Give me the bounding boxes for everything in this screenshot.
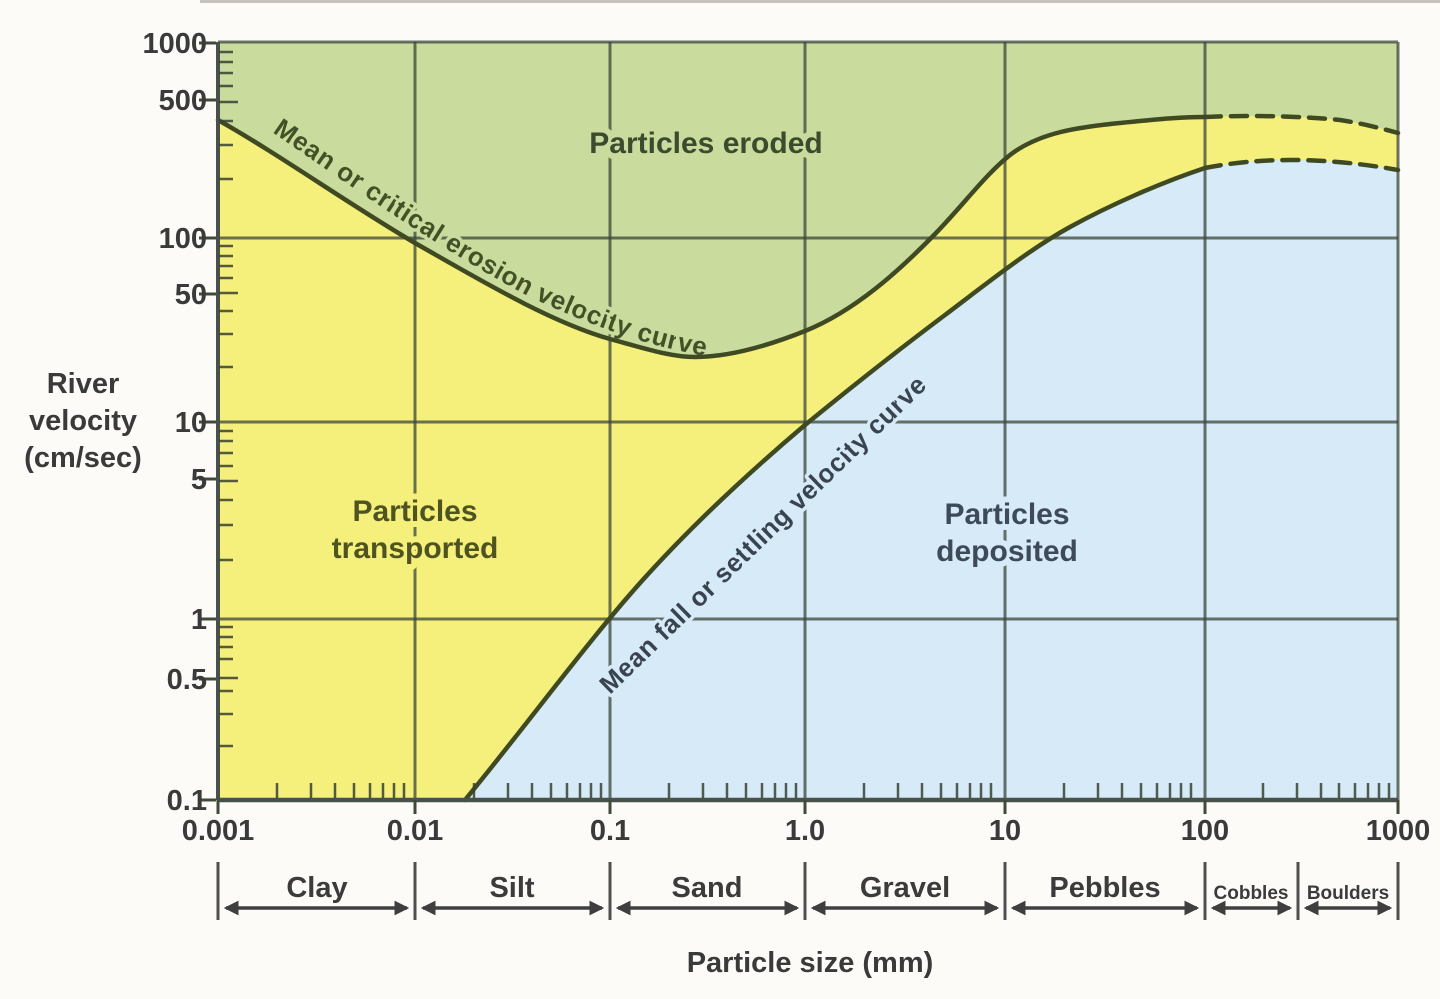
y-axis-title-line3: (cm/sec) [24, 442, 142, 474]
size-class-boundary-bars [216, 862, 1400, 920]
region-label-transported-line2: transported [332, 532, 499, 565]
y-tick-5: 5 [191, 464, 207, 496]
size-class-band: Clay Silt Sand Gravel Pebbles Cobbles Bo… [216, 862, 1400, 920]
erosion-curve-dashed [1202, 113, 1401, 136]
top-crop-bar [200, 0, 1440, 3]
x-tick-0_01: 0.01 [387, 815, 443, 847]
y-tick-50: 50 [175, 279, 207, 311]
major-tick-marks [199, 41, 1400, 814]
y-tick-1: 1 [191, 604, 207, 636]
y-axis-title-line1: River [47, 368, 120, 400]
y-tick-labels: 1000 500 100 50 10 5 1 0.5 0.1 [142, 28, 207, 817]
region-label-eroded: Particles eroded [589, 127, 822, 160]
y-tick-1000: 1000 [142, 28, 207, 60]
size-class-labels: Clay Silt Sand Gravel Pebbles Cobbles Bo… [286, 872, 1389, 904]
x-tick-0_1: 0.1 [590, 815, 630, 847]
settling-curve-solid [462, 165, 1208, 803]
x-tick-100: 100 [1181, 815, 1229, 847]
x-tick-labels: 0.001 0.01 0.1 1.0 10 100 1000 [182, 815, 1431, 847]
size-class-clay: Clay [286, 872, 347, 904]
y-tick-0_5: 0.5 [167, 664, 207, 696]
y-axis-title-line2: velocity [29, 405, 137, 437]
size-class-sand: Sand [672, 872, 743, 904]
y-minor-ticks-long [219, 100, 238, 680]
erosion-curve-solid [215, 114, 1208, 360]
size-class-gravel: Gravel [860, 872, 950, 904]
y-tick-500: 500 [159, 85, 207, 117]
y-tick-100: 100 [159, 223, 207, 255]
x-axis-title: Particle size (mm) [687, 947, 934, 979]
region-label-deposited-line2: deposited [936, 535, 1078, 568]
region-label-transported-line1: Particles [352, 495, 477, 528]
region-eroded [218, 42, 1398, 357]
size-class-pebbles: Pebbles [1049, 872, 1160, 904]
y-tick-0_1: 0.1 [167, 785, 207, 817]
settling-curve-dashed [1202, 157, 1401, 173]
size-class-cobbles: Cobbles [1214, 883, 1289, 904]
region-label-deposited-line1: Particles [944, 498, 1069, 531]
y-tick-10: 10 [175, 407, 207, 439]
size-class-silt: Silt [489, 872, 534, 904]
x-minor-ticks [275, 783, 1391, 798]
y-label-ticks [199, 41, 216, 802]
x-tick-10: 10 [989, 815, 1021, 847]
x-tick-1_0: 1.0 [785, 815, 825, 847]
x-tick-0_001: 0.001 [182, 815, 255, 847]
x-major-ticks [216, 800, 1400, 814]
tick-marks [219, 50, 1391, 798]
y-axis-title: River velocity (cm/sec) [24, 368, 142, 474]
curves [215, 113, 1401, 803]
y-minor-ticks [219, 50, 233, 748]
x-tick-1000: 1000 [1366, 815, 1431, 847]
region-deposited [465, 160, 1398, 800]
size-class-boulders: Boulders [1307, 883, 1389, 904]
